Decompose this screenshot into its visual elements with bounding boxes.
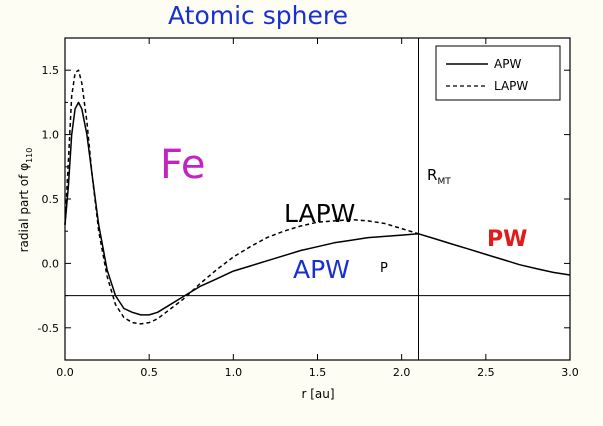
legend-box <box>435 45 561 101</box>
reference-lines <box>65 38 570 360</box>
x-tick-label: 0.0 <box>56 366 74 379</box>
series-line-lapw <box>64 69 419 325</box>
y-tick-label: 1.0 <box>42 129 60 142</box>
y-tick-label: 0.5 <box>42 193 60 206</box>
y-axis-label-sub: 110 <box>25 148 34 163</box>
lapw-curve-label: LAPW <box>284 199 355 228</box>
x-tick-label: 1.5 <box>309 366 327 379</box>
y-tick-label: 0.0 <box>42 257 60 270</box>
element-label: Fe <box>160 142 205 188</box>
legend-label-apw: APW <box>494 57 521 71</box>
chart-title: Atomic sphere <box>168 1 348 30</box>
axis-ticks: 0.0 0.5 1.0 1.5 2.0 2.5 3.0 -0.5 0.0 0.5 1.0 1.5 <box>38 37 579 379</box>
y-tick-label: -0.5 <box>38 322 59 335</box>
x-tick-label: 1.0 <box>225 366 243 379</box>
x-tick-label: 0.5 <box>140 366 158 379</box>
legend: APW LAPW <box>435 45 561 101</box>
pw-label: PW <box>487 227 527 252</box>
y-tick-label: 1.5 <box>42 64 60 77</box>
y-axis-label-main: radial part of φ <box>17 163 31 253</box>
rmt-label-main: R <box>427 166 437 184</box>
x-axis-label: r [au] <box>301 387 334 401</box>
p-label: P <box>380 261 388 276</box>
apw-curve-label: APW <box>293 255 350 284</box>
x-tick-label: 2.0 <box>393 366 411 379</box>
legend-label-lapw: LAPW <box>494 79 528 93</box>
rmt-label: RMT <box>427 166 451 187</box>
x-tick-label: 2.5 <box>477 366 495 379</box>
rmt-label-sub: MT <box>437 177 451 187</box>
x-tick-label: 3.0 <box>561 366 579 379</box>
series-lines <box>64 69 571 325</box>
y-axis-label: radial part of φ110 <box>17 148 34 253</box>
